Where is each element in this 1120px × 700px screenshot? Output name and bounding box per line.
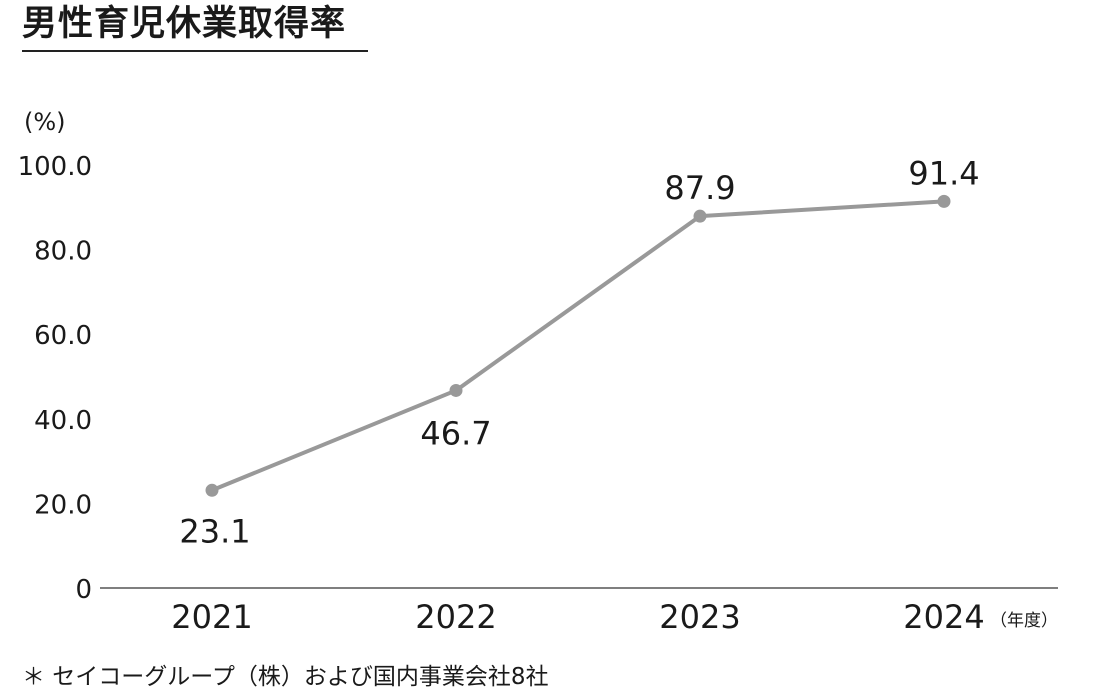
- data-label: 87.9: [664, 169, 735, 207]
- data-point: [693, 209, 707, 223]
- y-tick-label: 60.0: [34, 321, 92, 351]
- data-label: 46.7: [420, 414, 491, 452]
- y-tick-label: 20.0: [34, 490, 92, 520]
- data-point: [937, 194, 951, 208]
- data-labels: 23.1 46.7 87.9 91.4: [179, 154, 979, 550]
- x-tick-label: 2023: [659, 598, 740, 636]
- x-axis-ticks: 2021 2022 2023 2024: [171, 598, 984, 636]
- data-points: [205, 194, 951, 497]
- x-tick-label: 2022: [415, 598, 496, 636]
- y-axis-unit-label: (%): [24, 108, 66, 136]
- x-axis-unit-label: （年度）: [990, 611, 1058, 631]
- data-label: 91.4: [908, 154, 979, 192]
- y-tick-label: 80.0: [34, 237, 92, 267]
- page-title: 男性育児休業取得率: [22, 4, 347, 44]
- title-underline: [22, 50, 368, 52]
- x-tick-label: 2024: [903, 598, 984, 636]
- x-tick-label: 2021: [171, 598, 252, 636]
- data-point: [449, 383, 463, 397]
- data-point: [205, 483, 219, 497]
- y-tick-label: 40.0: [34, 406, 92, 436]
- y-tick-label: 100.0: [18, 152, 92, 182]
- data-label: 23.1: [179, 512, 250, 550]
- series-line: [211, 199, 945, 493]
- y-tick-label: 0: [75, 575, 92, 605]
- y-axis-ticks: 0 20.0 40.0 60.0 80.0 100.0: [18, 152, 92, 605]
- footnote: ＊ セイコーグループ（株）および国内事業会社8社: [22, 664, 549, 690]
